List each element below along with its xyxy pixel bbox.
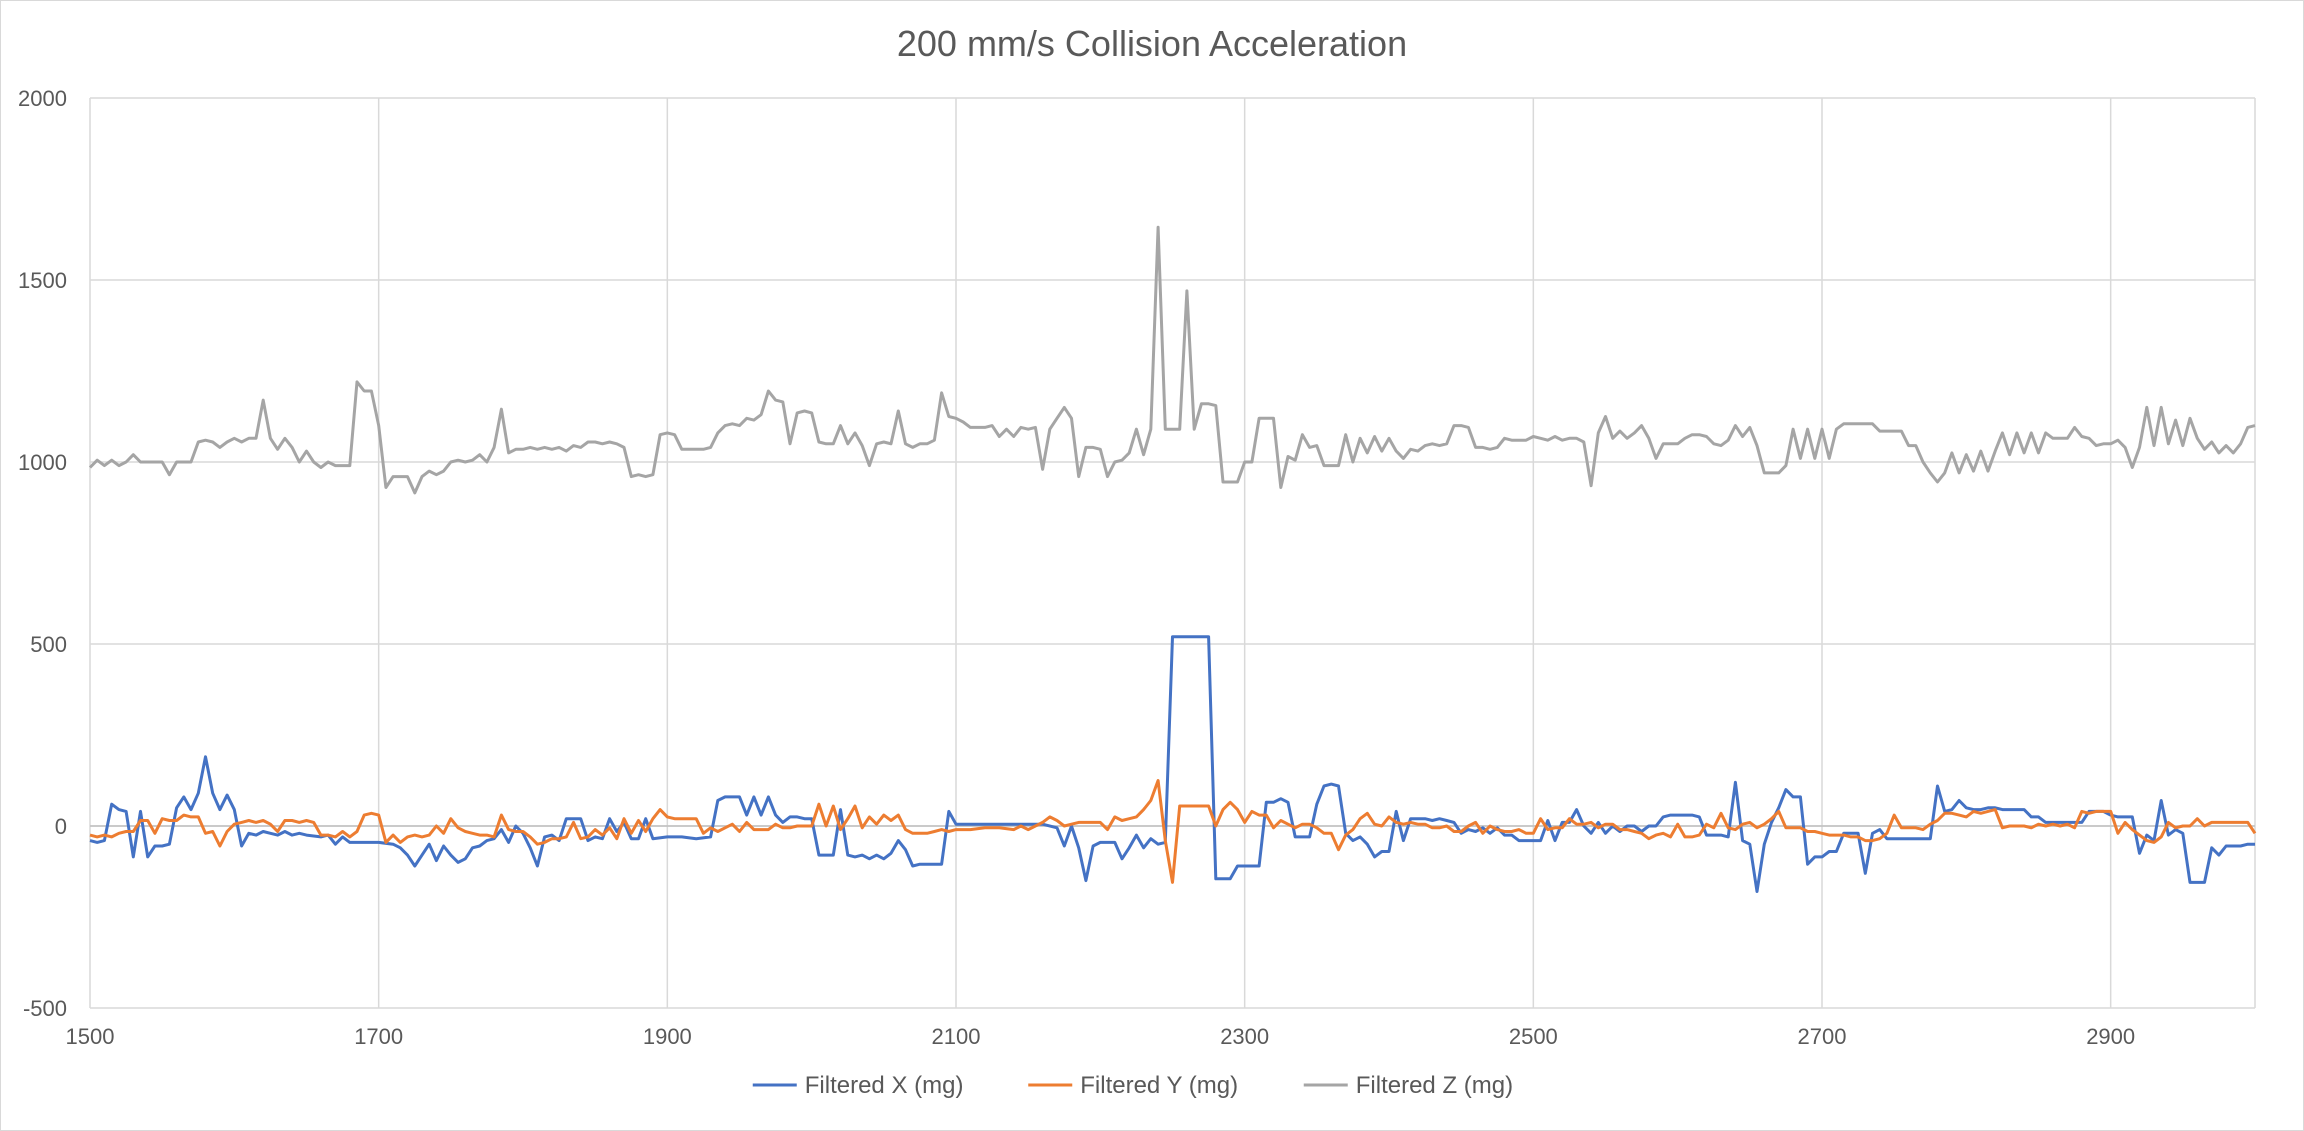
series-line-1 xyxy=(89,635,2255,893)
y-tick-label: 2000 xyxy=(18,86,67,111)
series-line-2 xyxy=(89,779,2257,884)
y-tick-label: 500 xyxy=(30,632,67,657)
x-tick-label: 2500 xyxy=(1509,1024,1558,1049)
y-tick-label: 1000 xyxy=(18,450,67,475)
x-tick-label: 2700 xyxy=(1798,1024,1847,1049)
x-tick-label: 2900 xyxy=(2086,1024,2135,1049)
legend-label-2: Filtered Y (mg) xyxy=(1080,1072,1238,1099)
series-line-3 xyxy=(88,225,2256,495)
legend: Filtered X (mg) Filtered Y (mg) Filtered Z… xyxy=(752,1072,1513,1099)
x-tick-label: 1500 xyxy=(66,1024,115,1049)
chart-title: 200 mm/s Collision Acceleration xyxy=(897,23,1407,64)
axis-labels: -500 0 500 1000 1500 2000 1500 1700 1900 2100 2300… xyxy=(18,86,2135,1049)
series-lines xyxy=(88,225,2257,893)
legend-label-1: Filtered X (mg) xyxy=(805,1072,964,1099)
y-tick-label: -500 xyxy=(23,996,67,1021)
x-tick-label: 1900 xyxy=(643,1024,692,1049)
legend-label-3: Filtered Z (mg) xyxy=(1356,1072,1513,1099)
y-tick-label: 1500 xyxy=(18,268,67,293)
x-tick-label: 1700 xyxy=(354,1024,403,1049)
x-tick-label: 2100 xyxy=(932,1024,981,1049)
grid-lines xyxy=(89,97,2256,1009)
x-tick-label: 2300 xyxy=(1220,1024,1269,1049)
y-tick-label: 0 xyxy=(55,814,67,839)
